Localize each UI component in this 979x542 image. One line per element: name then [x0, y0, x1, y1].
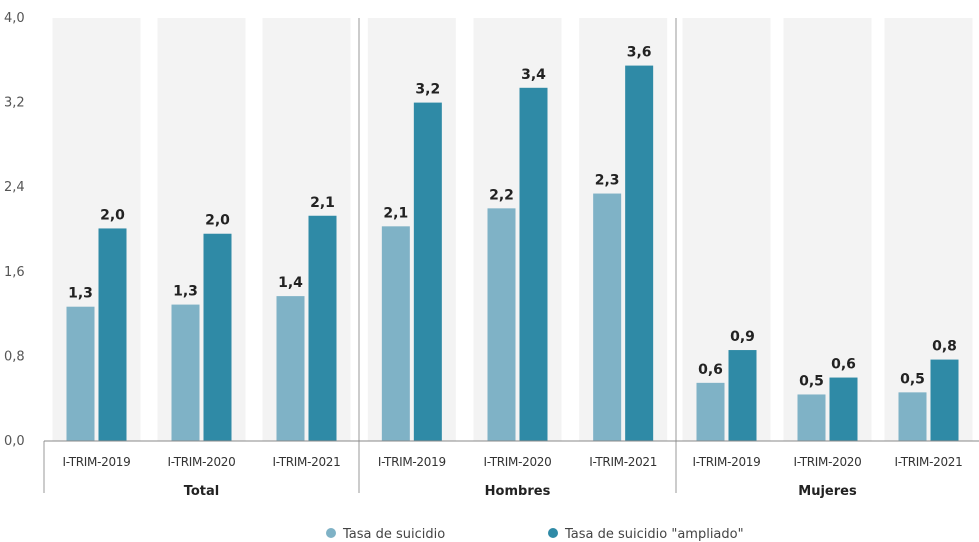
category-band: [157, 18, 246, 441]
bar: [625, 65, 654, 442]
y-tick-label: 0,0: [4, 434, 25, 449]
y-tick-label: 4,0: [4, 11, 25, 26]
data-label: 2,3: [595, 173, 620, 189]
data-labels: 1,3 2,0 1,3 2,0 1,4 2,1 2,1 3,2 2,2 3,4 2,3 3,6 0,6 0…: [68, 45, 957, 390]
data-label: 3,4: [521, 67, 546, 83]
category-band: [52, 18, 141, 441]
data-label: 0,5: [799, 373, 824, 389]
bar: [728, 350, 757, 441]
data-label: 1,3: [68, 286, 93, 302]
data-label: 2,1: [383, 205, 408, 221]
bar: [797, 394, 826, 441]
y-tick-label: 1,6: [4, 265, 25, 280]
y-tick-label: 3,2: [4, 96, 25, 111]
bar: [171, 304, 200, 441]
legend-marker: [326, 528, 336, 538]
bar: [898, 392, 927, 441]
data-label: 1,4: [278, 275, 303, 291]
bar: [381, 226, 410, 441]
x-tick-label: I-TRIM-2020: [794, 455, 862, 469]
bar: [276, 296, 305, 441]
x-tick-label: I-TRIM-2021: [589, 455, 657, 469]
legend-label: Tasa de suicidio: [342, 527, 445, 542]
category-band: [367, 18, 456, 441]
data-label: 3,2: [415, 82, 440, 98]
y-tick-label: 0,8: [4, 349, 25, 364]
data-label: 0,8: [932, 339, 957, 355]
category-band: [473, 18, 562, 441]
x-tick-label: I-TRIM-2019: [63, 455, 131, 469]
bar: [593, 193, 622, 441]
bars: [66, 65, 959, 442]
category-band: [884, 18, 973, 441]
bar: [487, 208, 516, 441]
category-band: [579, 18, 668, 441]
x-tick-label: I-TRIM-2020: [484, 455, 552, 469]
data-label: 2,0: [100, 207, 125, 223]
data-label: 3,6: [627, 45, 652, 61]
category-band: [682, 18, 771, 441]
y-tick-label: 2,4: [4, 180, 25, 195]
data-label: 0,6: [698, 362, 723, 378]
x-tick-label: I-TRIM-2021: [273, 455, 341, 469]
legend-label: Tasa de suicidio "ampliado": [564, 527, 744, 542]
group-label: Mujeres: [798, 484, 857, 499]
bar: [930, 359, 959, 441]
x-tick-label: I-TRIM-2021: [895, 455, 963, 469]
category-band: [783, 18, 872, 441]
bar: [66, 306, 95, 441]
bar: [696, 382, 725, 441]
x-tick-label: I-TRIM-2019: [378, 455, 446, 469]
data-label: 0,5: [900, 371, 925, 387]
legend: Tasa de suicidio Tasa de suicidio "amplia…: [326, 527, 744, 542]
bar: [98, 228, 127, 441]
x-tick-label: I-TRIM-2019: [693, 455, 761, 469]
bar: [308, 215, 337, 441]
y-axis: 0,0 0,8 1,6 2,4 3,2 4,0: [4, 11, 25, 449]
group-label: Hombres: [485, 484, 551, 499]
data-label: 2,0: [205, 213, 230, 229]
data-label: 1,3: [173, 284, 198, 300]
legend-marker: [548, 528, 558, 538]
group-label: Total: [184, 484, 220, 499]
bar: [519, 87, 548, 442]
category-band: [262, 18, 351, 441]
x-tick-label: I-TRIM-2020: [168, 455, 236, 469]
data-label: 0,9: [730, 329, 755, 345]
data-label: 2,2: [489, 187, 514, 203]
bar: [829, 377, 858, 441]
bar: [203, 233, 232, 441]
group-separators: [43, 18, 677, 493]
data-label: 2,1: [310, 195, 335, 211]
x-axis: I-TRIM-2019 I-TRIM-2020 I-TRIM-2021 Total I-…: [44, 440, 979, 499]
data-label: 0,6: [831, 357, 856, 373]
bar: [413, 102, 442, 441]
